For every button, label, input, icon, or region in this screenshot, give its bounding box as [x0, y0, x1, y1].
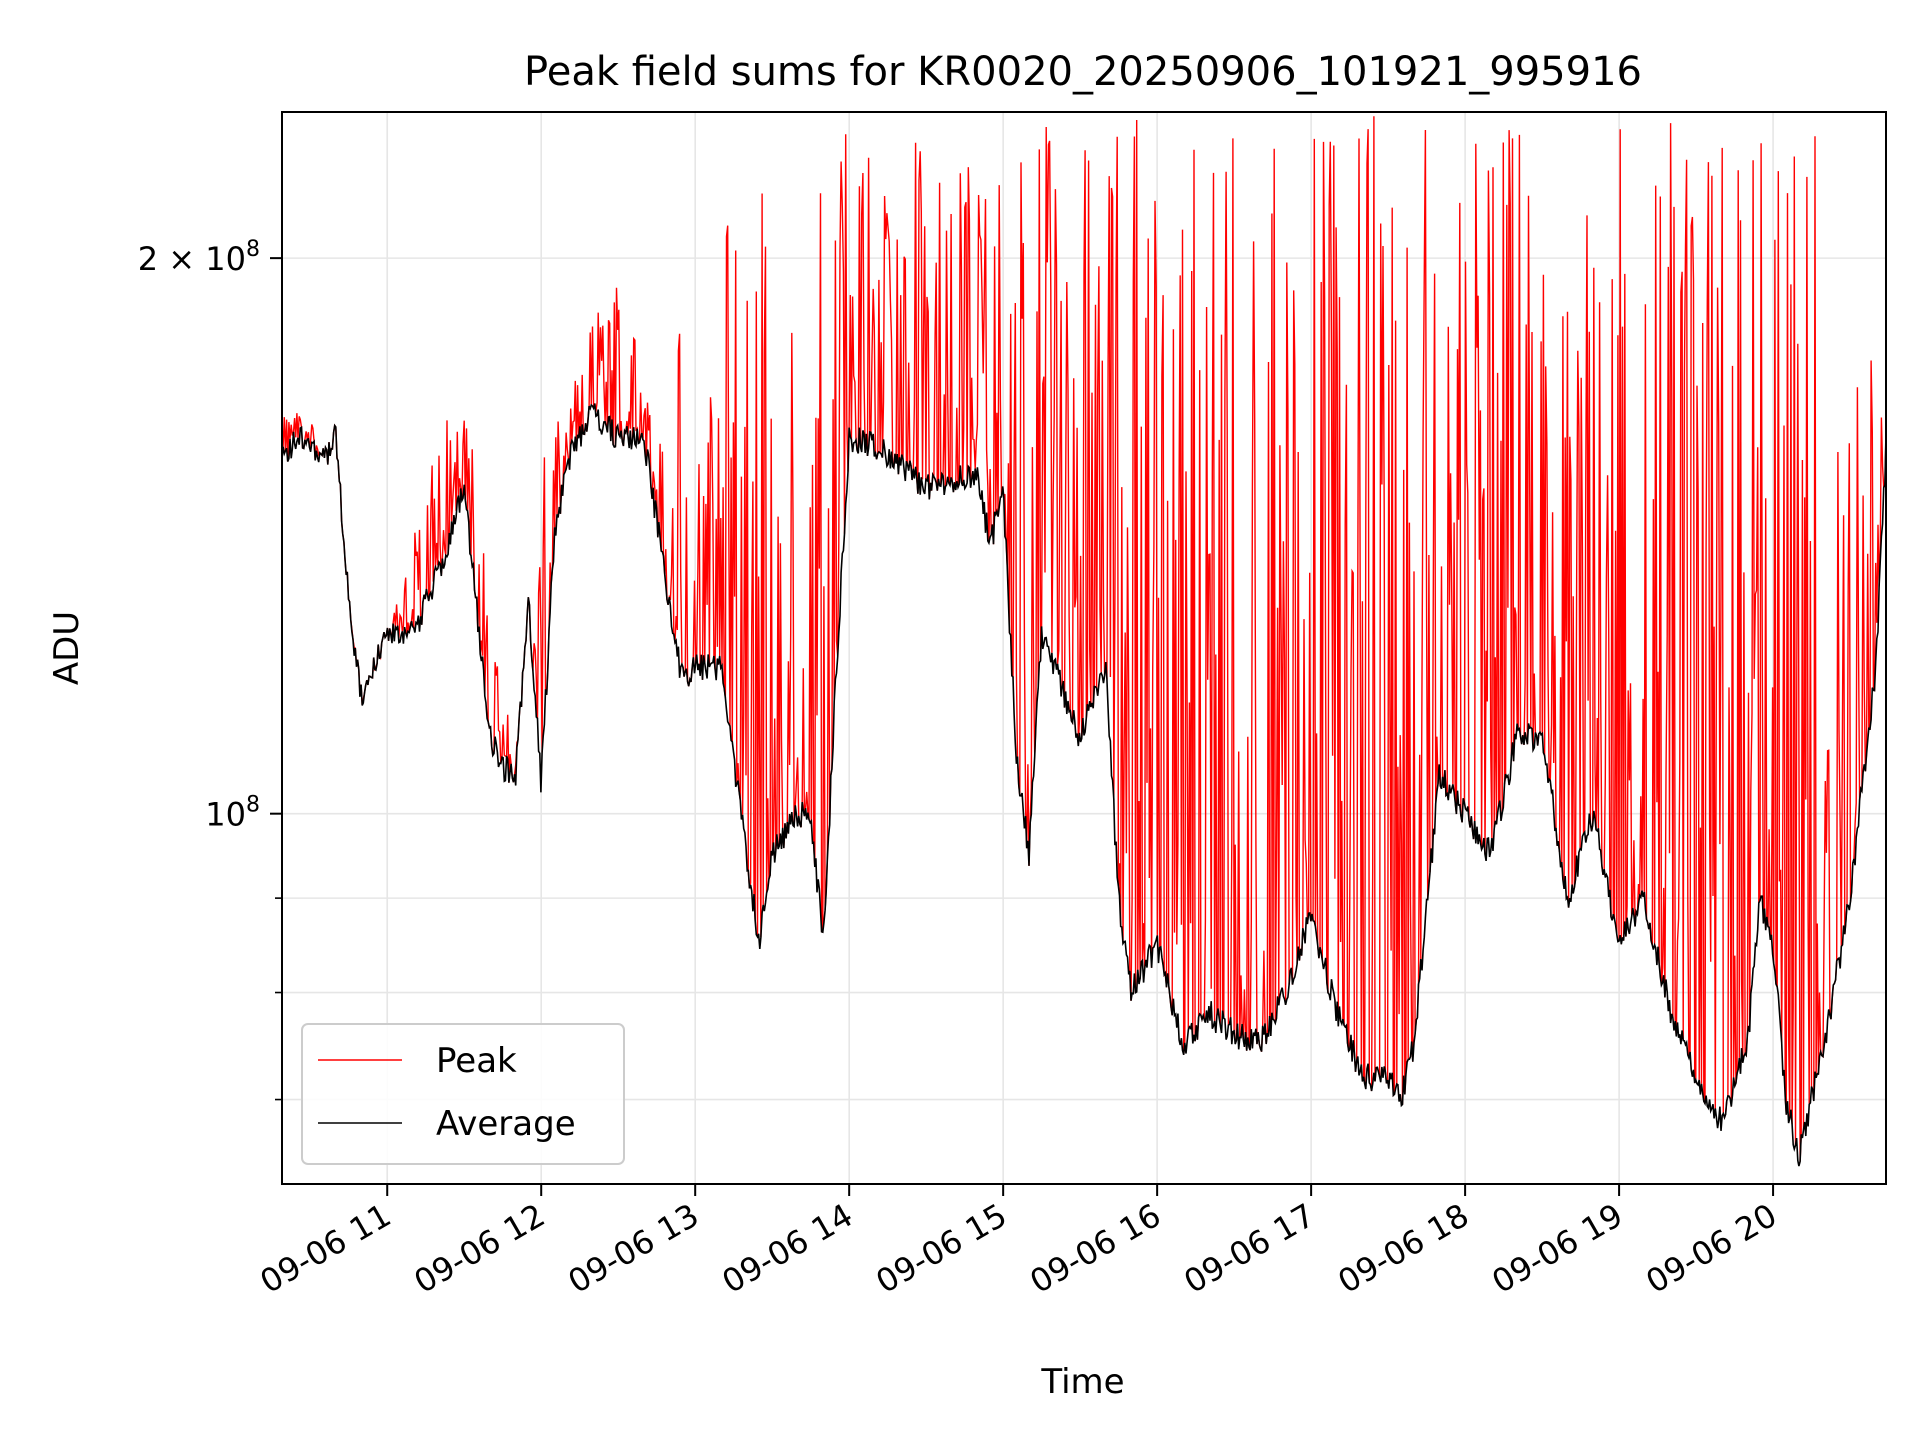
legend-label-average: Average — [436, 1104, 576, 1144]
plot-frame — [281, 111, 1887, 1185]
y-tick-label: 2 × 108 — [138, 237, 260, 278]
y-tick-label: 108 — [205, 793, 260, 834]
series-line-peak — [282, 116, 1886, 1162]
legend: Peak Average — [301, 1023, 625, 1165]
x-axis-label: Time — [1040, 1362, 1124, 1402]
y-tick-mantissa: 2 × 10 — [138, 240, 246, 278]
y-tick-exponent: 8 — [246, 237, 260, 262]
legend-label-peak: Peak — [436, 1041, 517, 1081]
series-layer — [282, 116, 1886, 1167]
y-tick-mantissa: 10 — [205, 796, 246, 834]
legend-box — [301, 1023, 625, 1165]
series-line-average — [282, 403, 1886, 1167]
y-axis-label: ADU — [47, 611, 87, 685]
chart-title: Peak field sums for KR0020_20250906_1019… — [524, 49, 1642, 95]
y-tick-exponent: 8 — [246, 793, 260, 818]
